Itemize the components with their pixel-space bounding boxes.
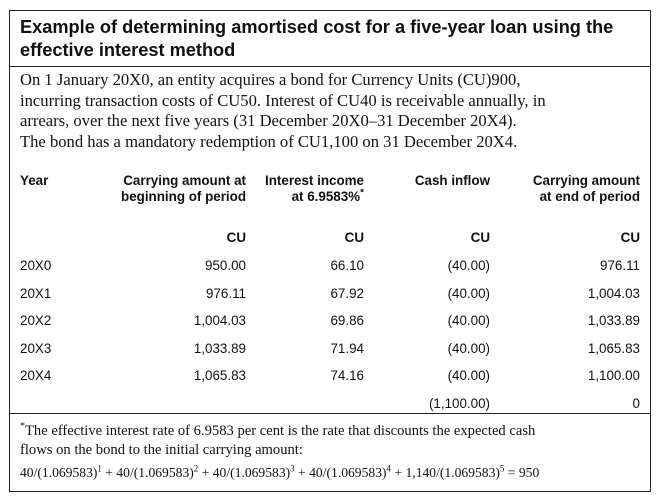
- footnote: *The effective interest rate of 6.9583 p…: [10, 413, 650, 491]
- header-row: Year Carrying amount at beginning of per…: [20, 173, 640, 205]
- unit-label: CU: [470, 230, 490, 245]
- header-interest-line-1: Interest income: [265, 173, 364, 188]
- formula-term: 40/(1.069583): [116, 465, 194, 480]
- cell-end: 1,065.83: [587, 340, 640, 356]
- example-title: Example of determining amortised cost fo…: [20, 17, 614, 60]
- cell-year: 20X3: [20, 340, 52, 356]
- amortisation-table: Year Carrying amount at beginning of per…: [20, 173, 640, 417]
- table-row: 20X4 1,065.83 74.16 (40.00) 1,100.00: [20, 362, 640, 390]
- footnote-line-1: *The effective interest rate of 6.9583 p…: [20, 422, 640, 441]
- cell-begin: 1,065.83: [193, 368, 246, 384]
- cell-year: 20X4: [20, 368, 52, 384]
- formula-term: 40/(1.069583): [212, 465, 291, 480]
- header-interest: Interest income at 6.9583%*: [246, 173, 364, 205]
- intro-paragraph: On 1 January 20X0, an entity acquires a …: [20, 70, 645, 152]
- table-row: 20X2 1,004.03 69.86 (40.00) 1,033.89: [20, 307, 640, 335]
- cell-end: 976.11: [600, 258, 640, 274]
- formula-exponent: 3: [290, 463, 295, 474]
- cell-year: 20X0: [20, 258, 52, 274]
- unit-label: CU: [620, 230, 640, 245]
- table-row-redemption: (1,100.00) 0: [20, 390, 640, 418]
- footnote-marker: *: [360, 187, 364, 199]
- header-carry-begin-line-2: beginning of period: [121, 189, 246, 204]
- formula-exponent: 1: [97, 463, 102, 474]
- formula-operator: +: [294, 465, 310, 480]
- cell-interest: 69.86: [330, 313, 364, 329]
- cell-interest: 71.94: [330, 340, 364, 356]
- formula-result: = 950: [504, 465, 540, 480]
- header-carry-begin-line-1: Carrying amount at: [123, 173, 246, 188]
- header-cash: Cash inflow: [414, 173, 490, 188]
- example-box: Example of determining amortised cost fo…: [9, 10, 651, 492]
- formula-operator: +: [198, 465, 213, 480]
- cell-cash: (40.00): [447, 368, 490, 384]
- cell-cash: (40.00): [447, 285, 490, 301]
- cell-interest: 67.92: [330, 285, 364, 301]
- table-row: 20X0 950.00 66.10 (40.00) 976.11: [20, 252, 640, 280]
- table-row: 20X1 976.11 67.92 (40.00) 1,004.03: [20, 280, 640, 308]
- intro-line-2: incurring transaction costs of CU50. Int…: [20, 90, 546, 110]
- cell-cash: (40.00): [447, 258, 490, 274]
- header-interest-rate: at 6.9583%: [291, 189, 361, 204]
- footnote-text-1: The effective interest rate of 6.9583 pe…: [25, 423, 536, 439]
- footnote-marker: *: [20, 421, 25, 433]
- cell-begin: 1,033.89: [193, 340, 246, 356]
- table-row: 20X3 1,033.89 71.94 (40.00) 1,065.83: [20, 335, 640, 363]
- intro-line-4: The bond has a mandatory redemption of C…: [20, 131, 518, 151]
- formula-operator: +: [391, 465, 406, 480]
- formula-term: 40/(1.069583): [309, 465, 387, 480]
- header-carry-end-line-2: at end of period: [539, 189, 640, 204]
- cell-year: 20X1: [20, 285, 52, 301]
- header-carry-begin: Carrying amount at beginning of period: [80, 173, 246, 205]
- formula-term: 40/(1.069583): [20, 465, 98, 480]
- cell-cash: (40.00): [447, 313, 490, 329]
- cell-begin: 1,004.03: [193, 313, 246, 329]
- intro-line-1: On 1 January 20X0, an entity acquires a …: [20, 70, 521, 89]
- formula-exponent: 2: [193, 463, 199, 474]
- header-interest-line-2: at 6.9583%*: [246, 187, 364, 205]
- cell-begin: 950.00: [205, 258, 246, 274]
- cell-interest: 74.16: [330, 368, 364, 384]
- cell-year: 20X2: [20, 313, 52, 329]
- unit-label: CU: [226, 230, 246, 245]
- cell-begin: 976.11: [206, 285, 246, 301]
- cell-end: 0: [632, 395, 640, 411]
- units-row: CU CU CU CU: [20, 205, 640, 252]
- cell-cash: (1,100.00): [428, 395, 490, 411]
- cell-cash: (40.00): [447, 340, 490, 356]
- formula-exponent: 5: [499, 463, 505, 474]
- intro-line-3: arrears, over the next five years (31 De…: [20, 111, 517, 130]
- discount-formula: 40/(1.069583)1 + 40/(1.069583)2 + 40/(1.…: [20, 463, 640, 482]
- cell-end: 1,004.03: [587, 285, 640, 301]
- header-carry-end: Carrying amount at end of period: [490, 173, 640, 205]
- formula-exponent: 4: [386, 463, 392, 474]
- formula-operator: +: [101, 465, 117, 480]
- title-band: Example of determining amortised cost fo…: [10, 11, 650, 67]
- cell-interest: 66.10: [330, 258, 364, 274]
- header-carry-end-line-1: Carrying amount: [532, 173, 640, 188]
- cell-end: 1,100.00: [587, 368, 640, 384]
- header-year: Year: [20, 173, 49, 188]
- cell-end: 1,033.89: [587, 313, 640, 329]
- footnote-line-2: flows on the bond to the initial carryin…: [20, 442, 303, 458]
- formula-term: 1,140/(1.069583): [405, 465, 500, 480]
- unit-label: CU: [344, 230, 364, 245]
